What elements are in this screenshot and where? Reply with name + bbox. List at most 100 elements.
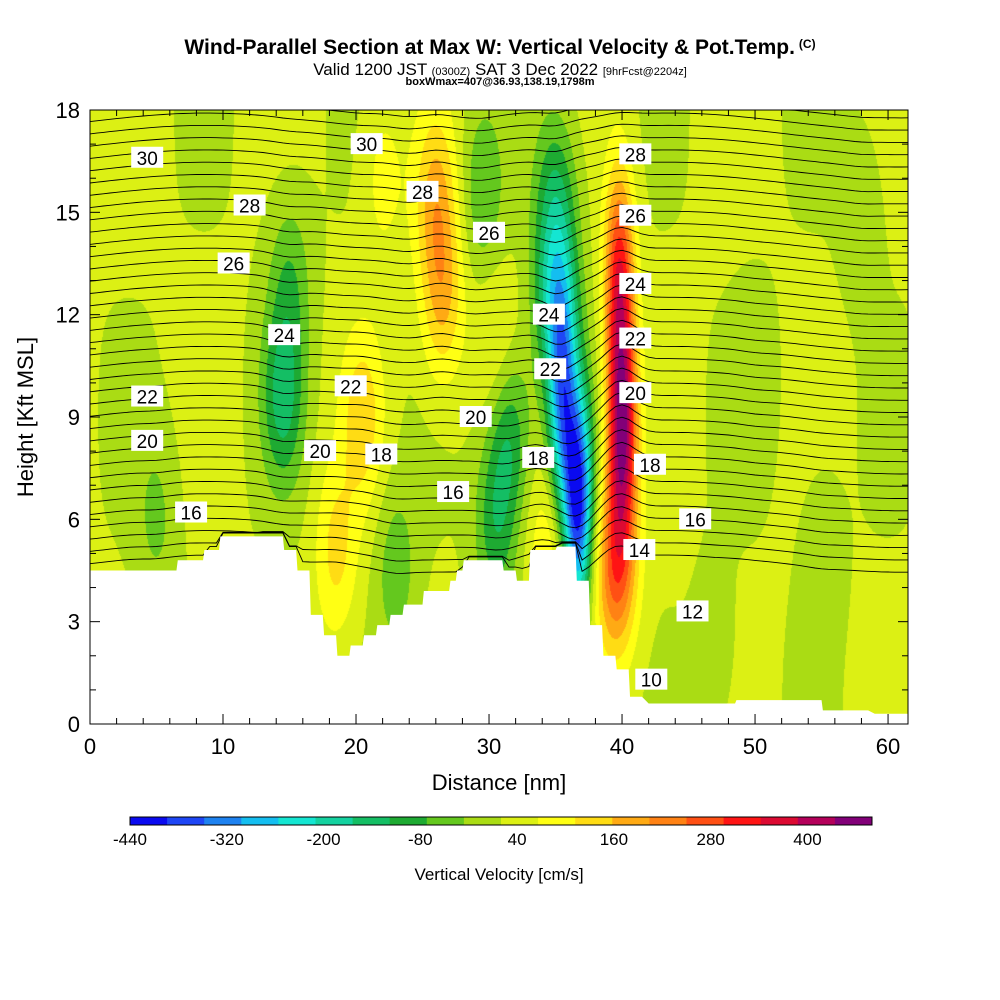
colorbar-swatch <box>797 817 836 825</box>
x-axis: 0 10 20 30 40 50 60 <box>84 110 900 759</box>
theta-contour-line <box>90 273 908 307</box>
theta-contour-line <box>90 111 908 132</box>
theta-contour-line <box>90 404 908 445</box>
y-axis-label: Height [Kft MSL] <box>13 337 38 497</box>
theta-contour-line <box>90 519 908 551</box>
x-axis-label: Distance [nm] <box>432 770 567 795</box>
theta-contour-line <box>90 284 908 320</box>
colorbar-tick-label: 280 <box>697 830 725 849</box>
theta-contour-line <box>90 379 908 420</box>
theta-contour-label: 30 <box>350 133 383 156</box>
colorbar-tick-label: 400 <box>793 830 821 849</box>
colorbar-swatch <box>315 817 354 825</box>
y-tick-label: 15 <box>56 200 80 225</box>
theta-contour-line <box>90 467 908 505</box>
theta-contour-label-text: 20 <box>310 442 331 463</box>
colorbar-tick-label: -80 <box>408 830 433 849</box>
y-tick-label: 0 <box>68 712 80 737</box>
y-tick-label: 12 <box>56 303 80 328</box>
colorbar-swatch <box>130 817 168 825</box>
theta-contour-line <box>90 441 908 481</box>
theta-contour-line <box>90 493 908 529</box>
colorbar-swatch <box>167 817 205 825</box>
theta-contour-line <box>90 506 908 540</box>
theta-contour-label: 20 <box>131 429 164 453</box>
theta-contour-label: 22 <box>131 385 164 409</box>
valid-time: Valid 1200 JST <box>313 60 427 79</box>
theta-contour-line <box>90 392 908 432</box>
theta-contour-label-text: 22 <box>137 388 158 409</box>
theta-contour-line <box>90 416 908 457</box>
theta-contour-line <box>90 480 908 517</box>
theta-contour-line <box>90 308 908 345</box>
theta-contour-label-text: 22 <box>540 360 561 381</box>
theta-contour-label-text: 12 <box>682 602 703 623</box>
colorbar-swatch <box>686 817 725 825</box>
colorbar-swatch <box>204 817 242 825</box>
chart-title-text: Wind-Parallel Section at Max W: Vertical… <box>184 36 795 59</box>
colorbar-swatch <box>538 817 576 825</box>
theta-contour-label-text: 20 <box>465 408 486 429</box>
theta-contour-label: 22 <box>534 358 567 381</box>
theta-contour-label: 18 <box>633 453 666 477</box>
colorbar-tick-label: 40 <box>508 830 527 849</box>
theta-contour-label: 20 <box>304 440 337 463</box>
colorbar-swatch <box>463 817 502 825</box>
theta-contour-line <box>90 146 908 169</box>
theta-contour-label-text: 30 <box>137 149 158 170</box>
theta-contour-label-text: 14 <box>629 541 651 562</box>
valid-utc: (0300Z) <box>431 66 471 78</box>
chart-title-units: (C) <box>798 37 816 51</box>
colorbar-tick-label: -320 <box>210 830 244 849</box>
theta-contour-label: 28 <box>233 194 266 218</box>
theta-contour-label-text: 26 <box>625 207 646 228</box>
theta-contour-label: 20 <box>459 406 492 429</box>
colorbar-swatch <box>389 817 428 825</box>
theta-contour-line <box>90 355 908 395</box>
theta-contour-label: 26 <box>619 204 652 228</box>
theta-contour-label: 26 <box>217 252 250 276</box>
theta-contour-label-text: 26 <box>478 224 499 245</box>
colorbar-swatch <box>760 817 799 825</box>
theta-contour-line <box>90 238 908 269</box>
theta-contour-label: 22 <box>619 327 652 351</box>
colorbar-swatch <box>649 817 687 825</box>
theta-contour-label: 18 <box>365 443 398 467</box>
colorbar-swatch <box>426 817 465 825</box>
theta-contour-label-text: 28 <box>625 145 646 166</box>
chart-title: Wind-Parallel Section at Max W: Vertical… <box>0 36 1000 60</box>
colorbar-swatch <box>501 817 539 825</box>
colorbar: -440 -320 -200 -80 40 160 280 400 <box>113 816 873 849</box>
theta-contour-label-text: 22 <box>340 377 361 398</box>
theta-contour-line <box>90 135 908 157</box>
y-tick-label: 3 <box>68 610 80 635</box>
y-tick-label: 6 <box>68 507 80 532</box>
theta-contour-label: 14 <box>623 539 656 562</box>
theta-contour-label-text: 26 <box>223 255 244 276</box>
theta-contour-label: 12 <box>676 600 709 623</box>
theta-contour-label-text: 20 <box>137 432 158 453</box>
theta-contour-line <box>90 181 908 206</box>
colorbar-label: Vertical Velocity [cm/s] <box>414 865 583 884</box>
theta-contour-line <box>90 319 908 358</box>
colorbar-swatch <box>241 817 279 825</box>
theta-contour-label: 24 <box>619 272 652 296</box>
theta-contour-line <box>90 331 908 370</box>
x-tick-label: 60 <box>876 734 900 759</box>
y-tick-label: 9 <box>68 405 80 430</box>
theta-contour-line <box>90 158 908 181</box>
theta-contour-line <box>90 110 908 119</box>
theta-contour-label-text: 22 <box>625 330 646 351</box>
theta-contour-label: 28 <box>619 143 652 166</box>
theta-contour-label: 24 <box>268 324 301 347</box>
chart-subtitle: Valid 1200 JST (0300Z) SAT 3 Dec 2022 [9… <box>0 60 1000 80</box>
terrain <box>90 536 908 724</box>
theta-contour-line <box>90 429 908 469</box>
theta-contour-line <box>90 367 908 408</box>
theta-contour-line <box>90 169 908 194</box>
theta-contour-line <box>90 454 908 493</box>
theta-contour-label-text: 28 <box>239 197 260 218</box>
theta-contour-label: 10 <box>635 668 668 692</box>
colorbar-swatch <box>352 817 391 825</box>
